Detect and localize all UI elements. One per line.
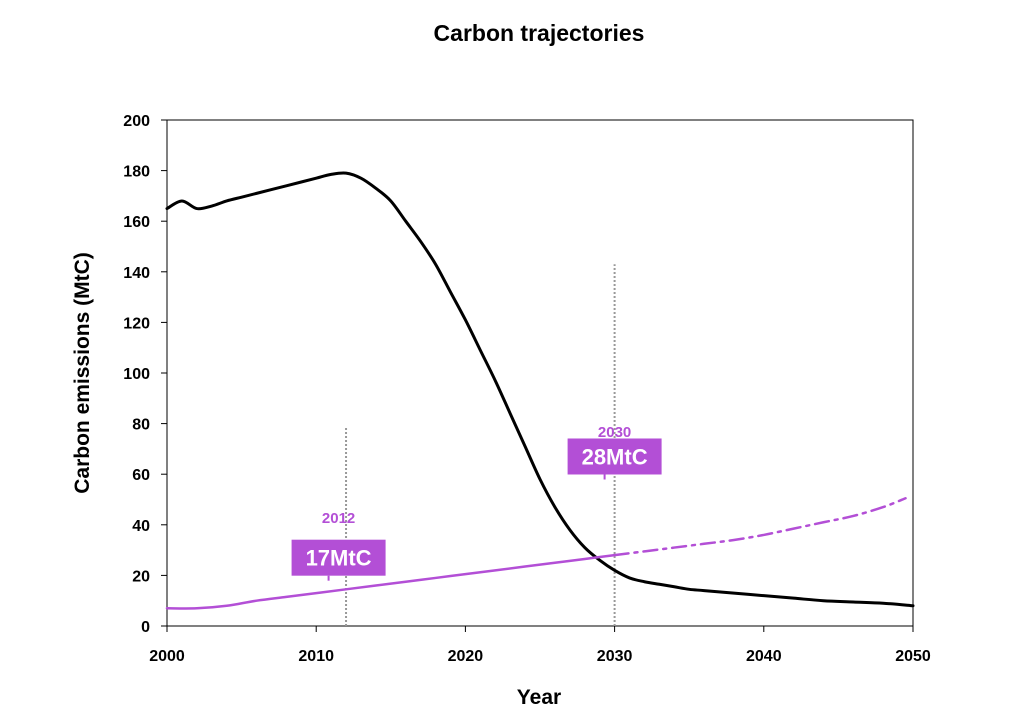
chart-title: Carbon trajectories	[434, 20, 645, 46]
y-tick-label: 0	[141, 619, 150, 636]
x-tick-label: 2010	[298, 648, 334, 665]
x-tick-label: 2030	[597, 648, 633, 665]
y-tick-label: 40	[132, 518, 150, 535]
x-tick-label: 2000	[149, 648, 185, 665]
x-tick-label: 2050	[895, 648, 931, 665]
x-tick-label: 2040	[746, 648, 782, 665]
x-tick-label: 2020	[448, 648, 484, 665]
series-line-1	[165, 553, 616, 610]
series-line-2	[613, 496, 907, 557]
annotation-year-0: 2012	[322, 510, 355, 527]
y-tick-label: 140	[123, 265, 150, 282]
y-tick-label: 180	[123, 164, 150, 181]
value-box-label-0: 17MtC	[306, 546, 372, 571]
x-axis: 2000 2010 2020 2030 2040 2050	[149, 626, 931, 665]
y-tick-label: 80	[132, 417, 150, 434]
y-tick-label: 120	[123, 315, 150, 332]
annotation-year-1: 2030	[598, 424, 631, 441]
value-box-1	[567, 438, 662, 475]
y-tick-label: 100	[123, 366, 150, 383]
x-axis-label: Year	[517, 686, 561, 709]
plot-area	[166, 119, 914, 627]
series-line-0	[165, 171, 915, 608]
value-box-label-1: 28MtC	[582, 444, 648, 469]
annotations: 17MtC 2012 28MtC 2030	[291, 424, 662, 581]
value-box-0	[291, 539, 386, 576]
y-axis: 0 20 40 60 80 100 120 140 160 180 200	[123, 113, 167, 636]
y-tick-label: 160	[123, 214, 150, 231]
y-axis-label: Carbon emissions (MtC)	[71, 252, 94, 494]
series-group	[165, 171, 915, 610]
y-tick-label: 20	[132, 568, 150, 585]
y-tick-label: 200	[123, 113, 150, 130]
y-tick-label: 60	[132, 467, 150, 484]
